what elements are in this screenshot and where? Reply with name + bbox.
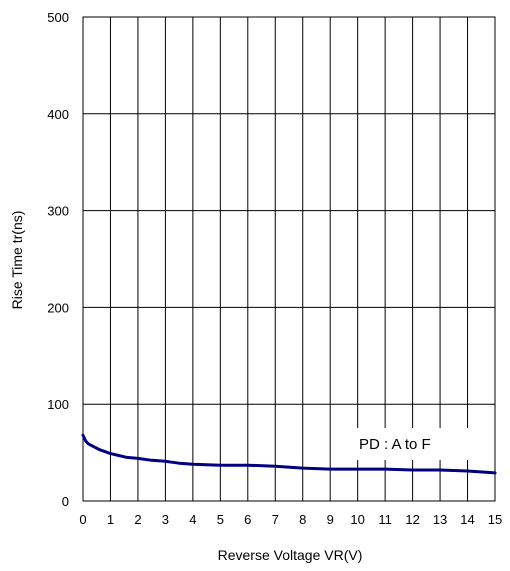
x-tick-label: 12 [405,512,419,527]
x-axis-title: Reverse Voltage VR(V) [218,547,363,563]
y-tick-label: 300 [47,204,69,219]
x-tick-label: 11 [378,512,392,527]
x-tick-label: 7 [272,512,279,527]
x-tick-labels: 0 1 2 3 4 5 6 7 8 9 10 11 12 13 14 15 [79,512,502,527]
x-tick-label: 3 [162,512,169,527]
x-tick-label: 2 [134,512,141,527]
x-tick-label: 14 [460,512,474,527]
plot-frame [82,16,496,502]
y-tick-label: 500 [47,10,69,25]
x-tick-label: 8 [299,512,306,527]
y-tick-label: 0 [62,494,69,509]
x-tick-label: 1 [107,512,114,527]
y-tick-label: 200 [47,300,69,315]
x-tick-label: 5 [217,512,224,527]
x-tick-label: 4 [189,512,196,527]
x-tick-label: 13 [433,512,447,527]
y-tick-labels: 0 100 200 300 400 500 [47,10,69,509]
y-axis-title: Rise Time tr(ns) [9,211,25,310]
annotation-label: PD : A to F [359,436,431,453]
x-tick-label: 9 [327,512,334,527]
y-tick-label: 400 [47,107,69,122]
x-tick-label: 6 [244,512,251,527]
x-tick-label: 0 [79,512,86,527]
series-line [81,433,497,475]
x-tick-label: 15 [488,512,502,527]
y-tick-label: 100 [47,397,69,412]
x-tick-label: 10 [350,512,364,527]
annotation-box [345,428,493,460]
